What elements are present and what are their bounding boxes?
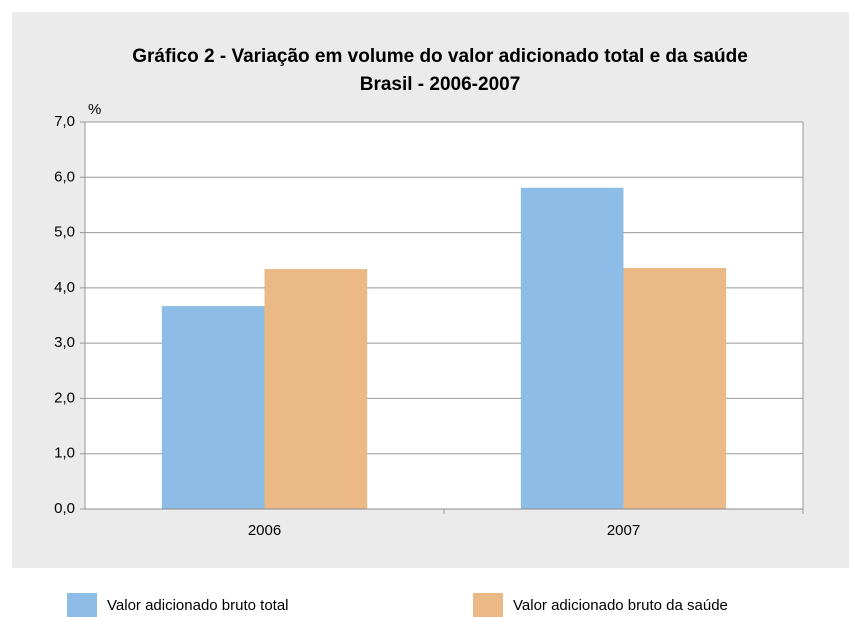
x-tick-label: 2006 [248,522,281,539]
y-tick-label: 5,0 [54,224,75,241]
bar [520,187,624,510]
y-axis-label: % [88,101,101,118]
legend-swatch [67,593,97,617]
bar [264,269,368,509]
chart-title: Gráfico 2 - Variação em volume do valor … [132,46,748,67]
y-tick-label: 1,0 [54,445,75,462]
y-tick-label: 0,0 [54,500,75,517]
x-tick-label: 2007 [607,522,640,539]
y-tick-label: 7,0 [54,113,75,130]
bar [623,267,727,509]
legend-swatch [473,593,503,617]
y-tick-label: 6,0 [54,168,75,185]
y-tick-label: 2,0 [54,389,75,406]
bar [161,306,265,509]
y-tick-label: 4,0 [54,279,75,296]
legend-label: Valor adicionado bruto total [107,597,289,614]
legend-label: Valor adicionado bruto da saúde [513,597,728,614]
chart-subtitle: Brasil - 2006-2007 [360,74,521,95]
y-tick-label: 3,0 [54,334,75,351]
